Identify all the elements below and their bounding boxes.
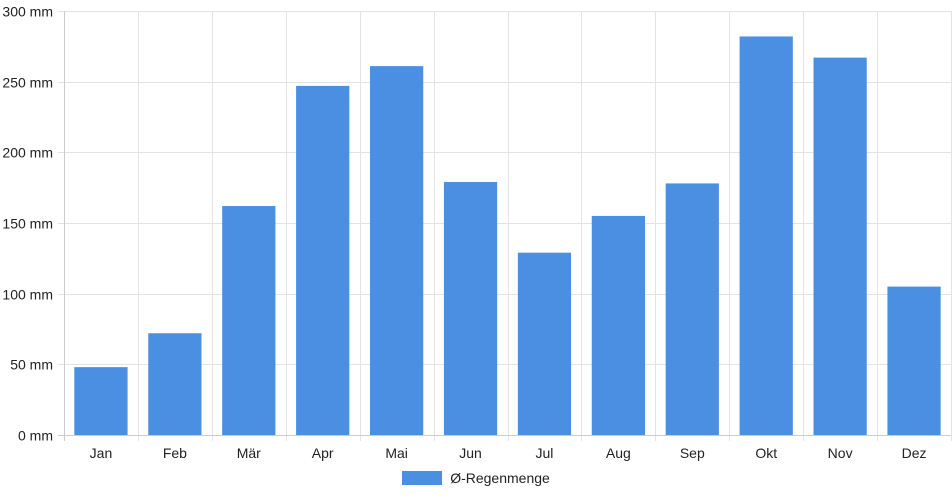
x-tick-label: Mai	[385, 445, 408, 461]
bar-dez[interactable]	[887, 286, 941, 435]
x-tick-label: Dez	[902, 445, 927, 461]
x-tick-label: Jun	[459, 445, 482, 461]
x-tick-labels: Jan Feb Mär Apr Mai Jun Jul Aug Sep Okt Nov Dez	[90, 445, 927, 461]
y-tick-label: 0 mm	[18, 428, 53, 444]
bars	[74, 36, 941, 436]
bar-okt[interactable]	[739, 36, 793, 435]
y-tick-label: 300 mm	[2, 4, 53, 20]
bar-mai[interactable]	[370, 66, 424, 436]
bar-mär[interactable]	[222, 206, 276, 435]
y-tick-label: 100 mm	[2, 287, 53, 303]
x-tick-label: Mär	[237, 445, 261, 461]
y-tick-label: 250 mm	[2, 75, 53, 91]
grid-lines	[58, 11, 952, 441]
x-tick-label: Feb	[163, 445, 187, 461]
bar-jul[interactable]	[517, 252, 572, 435]
x-tick-label: Nov	[828, 445, 853, 461]
x-tick-label: Sep	[680, 445, 705, 461]
bar-sep[interactable]	[665, 183, 719, 435]
bar-feb[interactable]	[148, 333, 202, 435]
legend-label: Ø-Regenmenge	[450, 470, 550, 486]
bar-apr[interactable]	[296, 85, 350, 435]
y-tick-label: 150 mm	[2, 216, 53, 232]
x-tick-label: Aug	[606, 445, 631, 461]
y-tick-label: 200 mm	[2, 145, 53, 161]
bar-jun[interactable]	[443, 182, 498, 435]
x-tick-label: Jul	[536, 445, 554, 461]
x-tick-label: Jan	[90, 445, 113, 461]
bar-nov[interactable]	[813, 57, 867, 435]
x-tick-label: Apr	[312, 445, 334, 461]
bar-aug[interactable]	[591, 215, 645, 435]
bar-jan[interactable]	[74, 367, 128, 435]
y-tick-labels: 0 mm 50 mm 100 mm 150 mm 200 mm 250 mm 300 mm	[2, 4, 53, 444]
x-tick-label: Okt	[755, 445, 777, 461]
legend-swatch	[402, 471, 443, 485]
legend[interactable]: Ø-Regenmenge	[0, 470, 952, 486]
axes	[58, 11, 951, 441]
y-tick-label: 50 mm	[10, 357, 53, 373]
